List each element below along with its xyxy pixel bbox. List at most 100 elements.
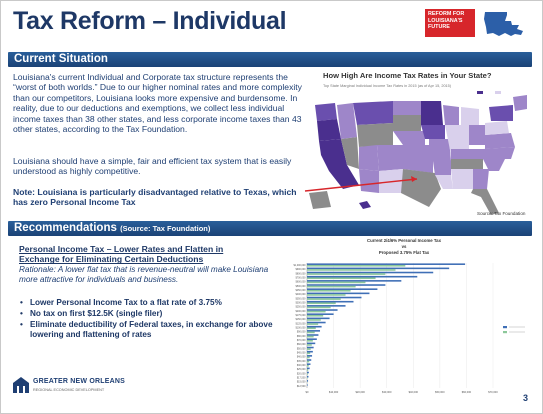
reform-badge: REFORM FOR LOUISIANA'S FUTURE — [425, 9, 475, 37]
bar — [307, 335, 314, 338]
rationale-text: Rationale: A lower flat tax that is reve… — [19, 265, 269, 284]
bar — [307, 292, 370, 295]
recommendation-bullets: Lower Personal Income Tax to a flat rate… — [19, 298, 299, 341]
y-tick-label: $17,500 — [297, 376, 306, 379]
y-tick-label: $15,000 — [297, 381, 306, 384]
map-source: Source: Tax Foundation — [477, 211, 526, 216]
y-tick-label: $450,000 — [296, 289, 307, 292]
y-tick-label: $400,000 — [296, 293, 307, 296]
bar — [307, 275, 418, 278]
map-subtitle: Top State Marginal Individual Income Tax… — [323, 84, 452, 88]
state-mt — [353, 101, 393, 125]
x-tick-label: $30,000 — [382, 390, 392, 394]
state-oh — [469, 125, 485, 145]
legend-swatch — [477, 91, 483, 94]
bar — [307, 344, 312, 346]
gno-logo: GREATER NEW ORLEANS REGIONAL ECONOMIC DE… — [11, 375, 131, 401]
bar — [307, 321, 326, 324]
bar — [307, 334, 319, 336]
bar — [307, 285, 356, 288]
personal-income-tax-subhead: Personal Income Tax – Lower Rates and Fl… — [19, 244, 224, 265]
bar — [307, 369, 309, 371]
y-tick-label: $12,500 — [297, 385, 306, 388]
page-number: 3 — [523, 393, 529, 403]
y-tick-label: $250,000 — [296, 306, 307, 309]
legend-swatch — [503, 331, 507, 334]
situation-paragraph: Louisiana's current Individual and Corpo… — [13, 72, 302, 135]
y-tick-label: $1,000,000 — [294, 264, 307, 267]
state-wi — [443, 105, 459, 125]
bar — [307, 371, 309, 374]
bar — [307, 384, 308, 386]
current-situation-header: Current Situation — [8, 52, 532, 67]
bar — [307, 271, 434, 274]
y-tick-label: $500,000 — [296, 285, 307, 288]
chart-title-line: Current 2/4/6% Personal Income Tax — [367, 238, 441, 243]
bar — [307, 281, 366, 284]
bar — [307, 380, 309, 382]
recommendations-header: Recommendations (Source: Tax Foundation) — [8, 221, 532, 236]
state-al — [461, 169, 473, 189]
bar — [307, 263, 466, 265]
legend-swatch — [495, 91, 501, 94]
louisiana-outline-icon — [484, 12, 523, 36]
y-tick-label: $900,000 — [296, 268, 307, 271]
state-tx — [401, 169, 441, 207]
bar — [307, 284, 386, 286]
state-ky — [451, 149, 483, 159]
state-nv — [341, 137, 359, 169]
state-ut — [359, 145, 379, 171]
state-la — [435, 175, 453, 189]
bar — [307, 288, 378, 290]
bar — [307, 267, 450, 270]
bar — [307, 364, 309, 367]
state-fl — [471, 189, 499, 215]
bar — [307, 296, 362, 299]
bar — [307, 331, 315, 334]
gno-subtitle: REGIONAL ECONOMIC DEVELOPMENT — [33, 388, 105, 392]
gno-name: GREATER NEW ORLEANS — [33, 378, 125, 385]
state-wy — [357, 123, 393, 147]
y-tick-label: $40,000 — [297, 356, 306, 359]
bar — [307, 359, 312, 361]
bar — [307, 375, 309, 378]
state-nm — [379, 169, 403, 193]
y-tick-label: $300,000 — [296, 301, 307, 304]
y-tick-label: $125,000 — [296, 322, 307, 325]
bar — [307, 339, 313, 342]
state-mo — [429, 139, 451, 161]
bar — [307, 350, 313, 353]
texas-arrow-head — [411, 176, 417, 182]
bullet-item: No tax on first $12.5K (single filer) — [19, 309, 299, 319]
y-tick-label: $30,000 — [297, 364, 306, 367]
current-situation-heading: Current Situation — [14, 53, 108, 65]
state-ak — [309, 191, 331, 209]
bar — [307, 363, 311, 365]
bar — [307, 360, 310, 363]
y-tick-label: $100,000 — [296, 326, 307, 329]
bar — [307, 273, 386, 275]
y-tick-label: $90,000 — [297, 331, 306, 334]
y-tick-label: $35,000 — [297, 360, 306, 363]
bar — [307, 302, 336, 305]
gno-emblem-icon — [13, 377, 29, 393]
state-ia — [421, 125, 445, 139]
texas-note: Note: Louisiana is particularly disadvan… — [13, 187, 297, 208]
bar — [307, 305, 346, 307]
state-ms — [451, 169, 461, 189]
state-va — [485, 133, 515, 149]
state-mn — [421, 101, 443, 125]
state-id — [337, 103, 357, 139]
page-title: Tax Reform – Individual — [13, 7, 287, 35]
bar — [307, 342, 316, 345]
state-pa — [485, 121, 509, 135]
state-ks — [403, 145, 429, 161]
bar — [307, 314, 324, 317]
y-tick-label: $50,000 — [297, 347, 306, 350]
bar — [307, 313, 334, 315]
bar — [307, 277, 376, 280]
bullet-item: Eliminate deductibility of Federal taxes… — [19, 320, 299, 340]
bar-chart-svg: $0 $10,000 $20,000 $30,000 $40,000 $50,000 $60… — [294, 263, 525, 394]
bar — [307, 348, 311, 350]
bar — [307, 352, 311, 355]
